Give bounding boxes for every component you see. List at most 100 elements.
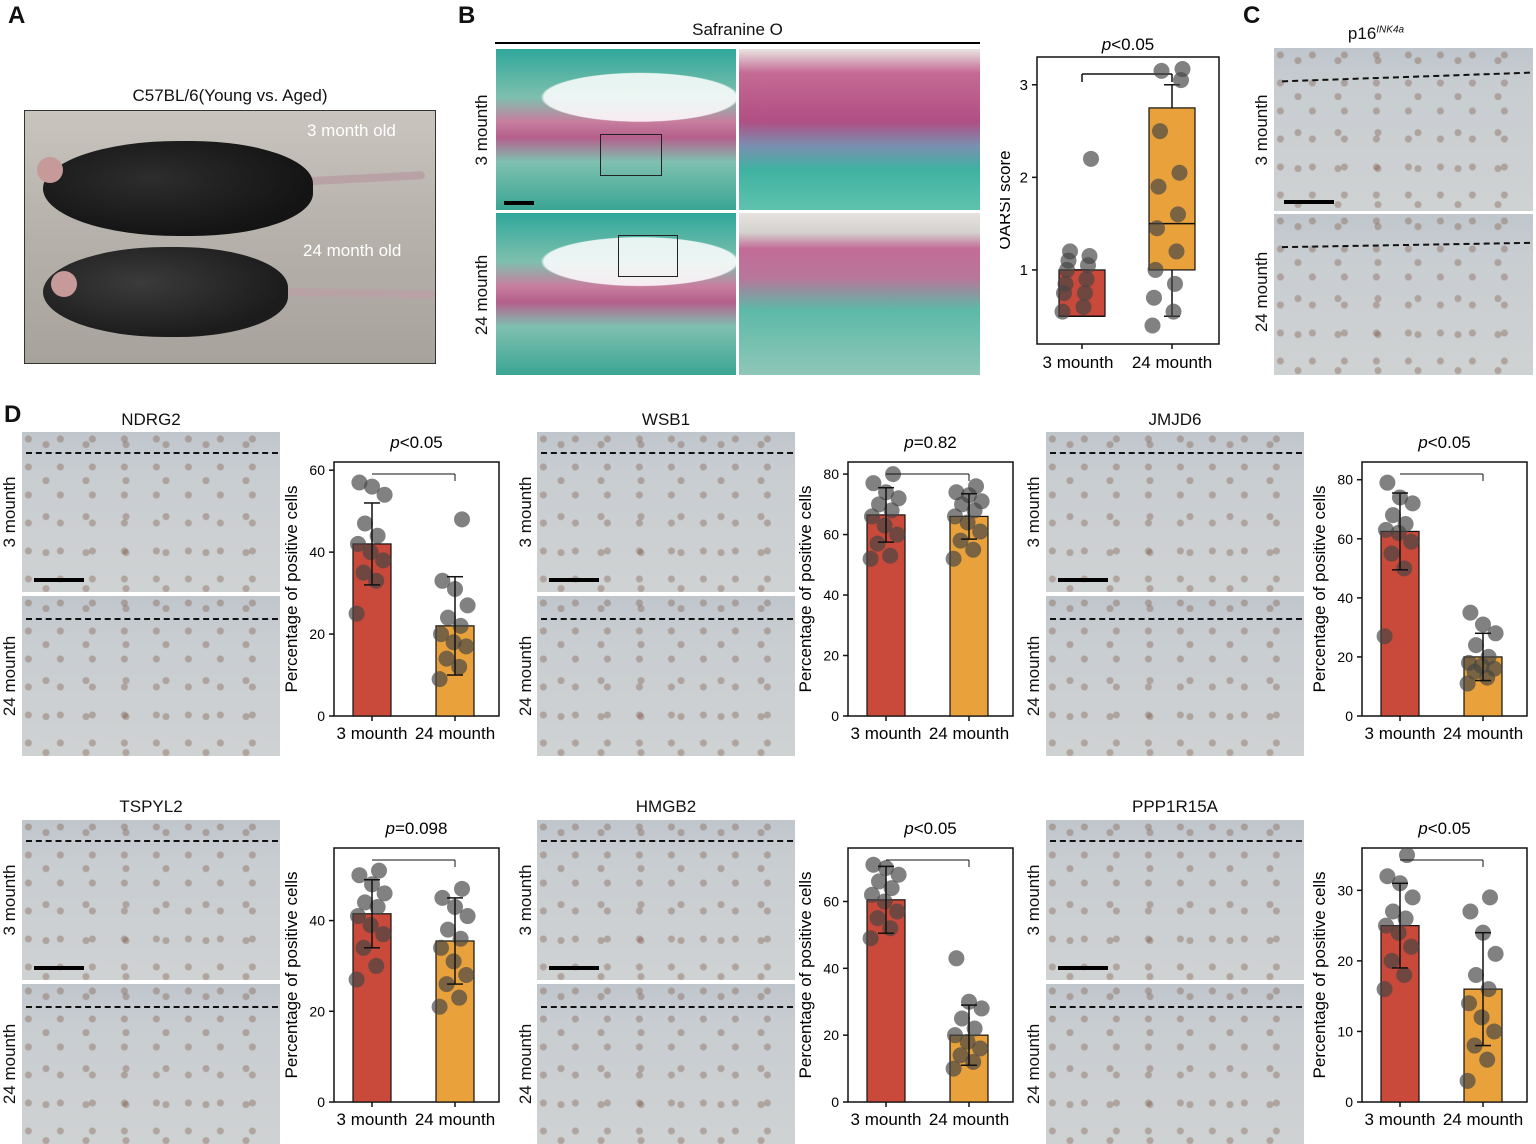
ppp1r15a-point bbox=[1399, 847, 1415, 864]
tspyl2-point bbox=[357, 894, 373, 911]
ndrg2-point bbox=[438, 650, 455, 667]
panel-b-row1-label: 3 mounth bbox=[472, 94, 491, 166]
jmjd6-point bbox=[1404, 495, 1421, 512]
stain-title-rule bbox=[495, 42, 980, 44]
tspyl2-ytick-label: 0 bbox=[317, 1094, 325, 1110]
jmjd6-ihc-24mo-image bbox=[1046, 596, 1304, 756]
tspyl2-point bbox=[431, 998, 448, 1015]
surface-line bbox=[26, 452, 278, 454]
wsb1-point bbox=[882, 547, 899, 564]
oarsi-point bbox=[1153, 62, 1170, 79]
wsb1-row-label-1: 3 mounth bbox=[516, 476, 535, 548]
hmgb2-ytick-label: 0 bbox=[831, 1094, 839, 1110]
wsb1-point bbox=[869, 535, 886, 552]
ppp1r15a-xtick-2: 24 mounth bbox=[1443, 1110, 1523, 1126]
ppp1r15a-point bbox=[1473, 1009, 1490, 1026]
ppp1r15a-point bbox=[1397, 910, 1414, 927]
tspyl2-ihc-3mo-image bbox=[22, 820, 280, 980]
ndrg2-point bbox=[454, 511, 470, 528]
ppp1r15a-ihc-3mo-image bbox=[1046, 820, 1304, 980]
surface-line bbox=[26, 840, 278, 842]
ppp1r15a-row-label-2: 24 mounth bbox=[1024, 1023, 1043, 1105]
hmgb2-point bbox=[972, 1040, 989, 1057]
ppp1r15a-point bbox=[1468, 967, 1484, 983]
hmgb2-row-label-1: 3 mounth bbox=[516, 864, 535, 936]
ppp1r15a-title: PPP1R15A bbox=[1132, 797, 1218, 816]
oarsi-xtick-1: 3 mounth bbox=[1043, 353, 1114, 372]
oarsi-point bbox=[1170, 206, 1186, 223]
ndrg2-point bbox=[376, 486, 393, 503]
wsb1-pvalue: p=0.82 bbox=[903, 433, 956, 452]
oarsi-point bbox=[1081, 248, 1098, 265]
hmgb2-ytick-label: 60 bbox=[823, 893, 839, 909]
hmgb2-row-label-2: 24 mounth bbox=[516, 1023, 535, 1105]
tspyl2-point bbox=[454, 880, 470, 897]
jmjd6-row-label-1: 3 mounth bbox=[1024, 476, 1043, 548]
oarsi-point bbox=[1062, 243, 1078, 260]
hmgb2-point bbox=[883, 880, 900, 897]
wsb1-ytick-label: 0 bbox=[831, 708, 839, 724]
p16-24mo-image bbox=[1274, 214, 1533, 375]
safranin-24mo-high bbox=[739, 213, 980, 375]
ndrg2-ytick-label: 40 bbox=[309, 544, 325, 560]
ppp1r15a-point bbox=[1396, 967, 1413, 983]
ppp1r15a-ytick-label: 0 bbox=[1345, 1094, 1353, 1110]
tspyl2-point bbox=[459, 908, 476, 925]
tspyl2-point bbox=[350, 908, 366, 925]
hmgb2-ytick-label: 20 bbox=[823, 1027, 839, 1043]
wsb1-ytick-label: 40 bbox=[823, 587, 839, 603]
panel-label-d: D bbox=[4, 401, 22, 428]
ppp1r15a-point bbox=[1459, 1072, 1476, 1089]
ndrg2-point bbox=[362, 544, 379, 561]
tspyl2-point bbox=[355, 939, 372, 956]
wsb1-ihc-3mo-image bbox=[537, 432, 795, 592]
tspyl2-title: TSPYL2 bbox=[119, 797, 183, 816]
ndrg2-pvalue: p<0.05 bbox=[389, 433, 442, 452]
ndrg2-point bbox=[351, 474, 368, 491]
tspyl2-frame bbox=[333, 847, 500, 1103]
hmgb2-ihc-24mo-image bbox=[537, 984, 795, 1144]
scale-bar bbox=[34, 578, 84, 582]
wsb1-bar-chart: p=0.82 0 20 40 60 80 Percentage of positive ce… bbox=[797, 433, 1014, 740]
ndrg2-ylabel: Percentage of positive cells bbox=[283, 486, 301, 693]
oarsi-frame bbox=[1036, 56, 1220, 345]
hmgb2-ihc-3mo-image bbox=[537, 820, 795, 980]
wsb1-point bbox=[865, 475, 882, 492]
hmgb2-point bbox=[947, 1027, 963, 1044]
ppp1r15a-point bbox=[1385, 903, 1401, 920]
wsb1-ytick-label: 20 bbox=[823, 648, 839, 664]
ndrg2-point bbox=[355, 564, 372, 581]
wsb1-point bbox=[890, 490, 907, 507]
hmgb2-point bbox=[959, 1033, 976, 1050]
ndrg2-ihc-3mo-image bbox=[22, 432, 280, 592]
hmgb2-point bbox=[952, 1047, 969, 1064]
surface-line bbox=[26, 618, 278, 620]
tspyl2-point bbox=[438, 976, 455, 993]
wsb1-point bbox=[876, 517, 893, 534]
ppp1r15a-point bbox=[1461, 995, 1477, 1012]
tspyl2-row-label-1: 3 mounth bbox=[0, 864, 19, 936]
ppp1r15a-point bbox=[1404, 889, 1421, 906]
oarsi-point bbox=[1075, 298, 1092, 315]
wsb1-point bbox=[952, 532, 969, 549]
jmjd6-point bbox=[1487, 625, 1504, 642]
jmjd6-point bbox=[1475, 616, 1491, 633]
tspyl2-point bbox=[348, 971, 365, 988]
tspyl2-point bbox=[376, 885, 393, 902]
ndrg2-point bbox=[348, 605, 365, 622]
ppp1r15a-point bbox=[1378, 917, 1394, 934]
hmgb2-bar-chart: p<0.05 0 20 40 60 Percentage of positive cell… bbox=[797, 819, 1014, 1126]
zoom-box bbox=[618, 235, 678, 277]
wsb1-ihc-24mo-image bbox=[537, 596, 795, 756]
wsb1-point bbox=[948, 484, 965, 501]
tspyl2-point bbox=[371, 862, 387, 879]
ndrg2-point bbox=[375, 552, 392, 569]
ppp1r15a-point bbox=[1376, 981, 1393, 998]
oarsi-chart: p<0.05 1 2 3 OARSI score 3 mounth 24 mount… bbox=[1000, 35, 1220, 372]
ppp1r15a-ytick-label: 30 bbox=[1337, 882, 1353, 898]
ndrg2-point bbox=[369, 527, 386, 544]
jmjd6-ytick-label: 20 bbox=[1337, 649, 1353, 665]
tspyl2-ytick-label: 40 bbox=[309, 913, 325, 929]
wsb1-point bbox=[883, 502, 900, 519]
jmjd6-point bbox=[1459, 675, 1476, 692]
